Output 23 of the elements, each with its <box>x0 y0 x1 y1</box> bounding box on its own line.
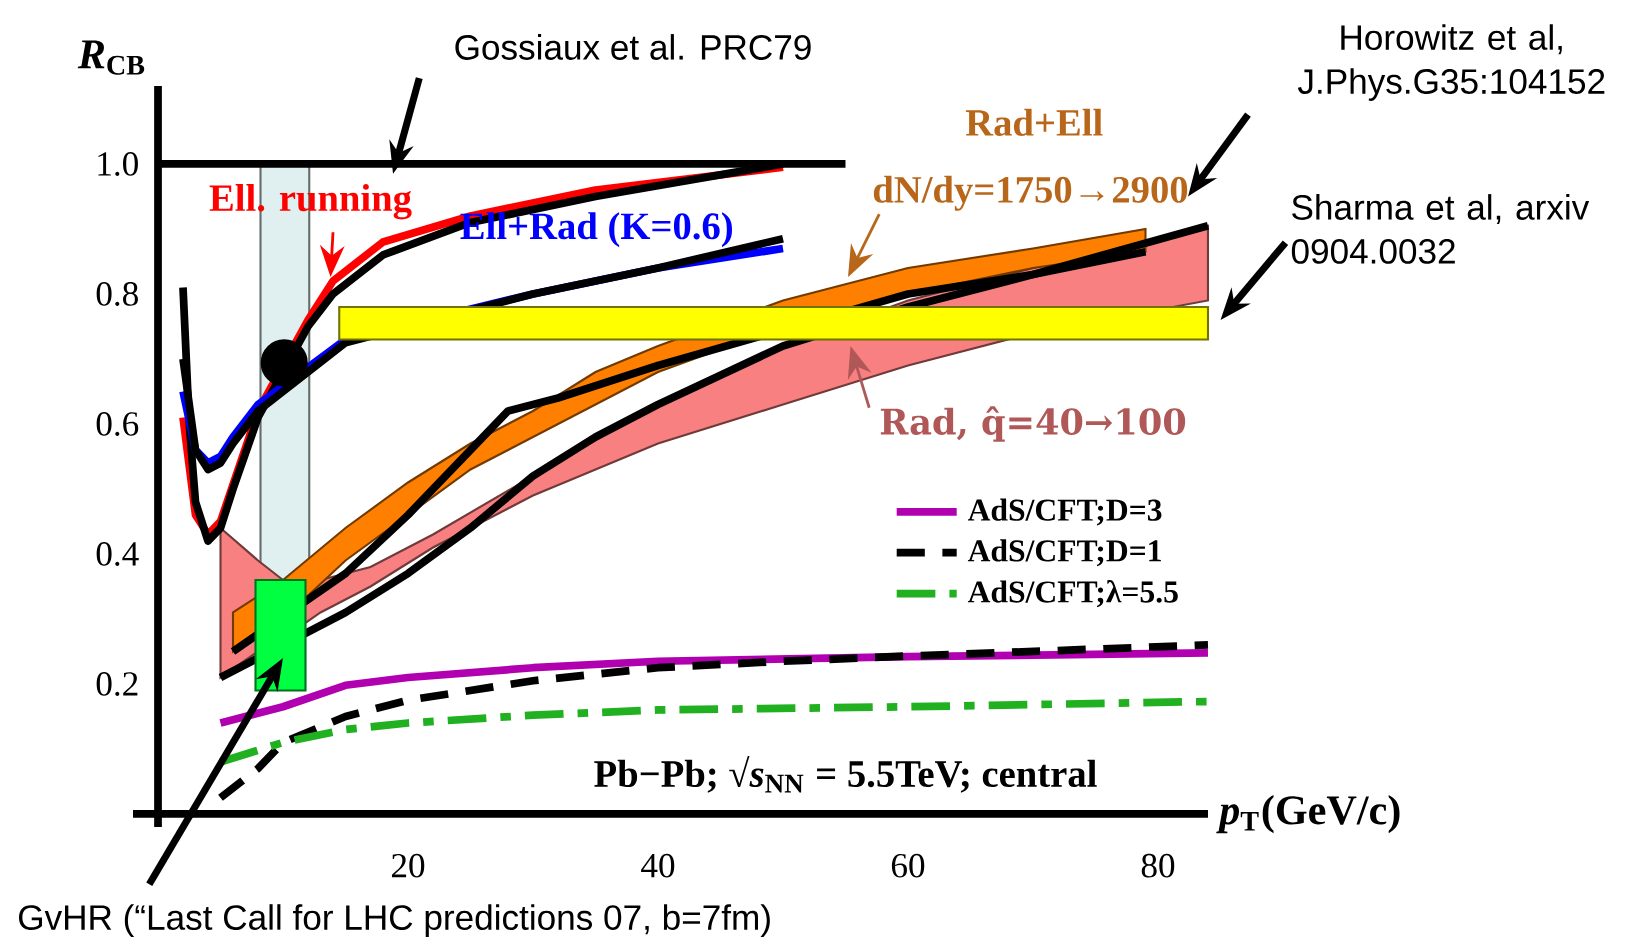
text: GvHR (“Last Call for LHC predictions 07, b=7fm) <box>18 904 770 937</box>
x-axis-title: p$_{T}$(GeV/c) <box>1216 794 1400 834</box>
y-tick-label: 0.2 <box>96 672 138 696</box>
y-tick-label: 0.4 <box>96 542 139 566</box>
y-tick-label: 0.6 <box>96 412 139 436</box>
legend-label: AdS/CFT;λ=5.5 <box>967 580 1178 608</box>
x-tick-label: 60 <box>891 853 925 878</box>
annotation: Ell+Rad (K=0.6) <box>460 212 732 248</box>
legend-label: AdS/CFT;D=3 <box>967 498 1162 526</box>
y-tick-label: 1.0 <box>98 152 138 176</box>
annotation: Rad, q̂=40→100 <box>880 406 1186 442</box>
text: Gossiaux et al. PRC79 <box>455 34 811 60</box>
y-axis-title: R$_{CB}$ <box>77 40 145 75</box>
annotation: Pb−Pb; √s$_{NN}$ = 5.5TeV; central <box>594 756 1097 793</box>
annotation: Rad+Ell <box>965 108 1103 136</box>
x-tick-label: 40 <box>641 853 675 878</box>
text: Sharma et al, arxiv 0904.0032 <box>1291 194 1590 264</box>
x-tick-label: 80 <box>1141 853 1175 878</box>
annotation: dN/dy=1750→2900 <box>873 175 1188 211</box>
text: Horowitz et al, J.Phys.G35:104152 <box>1297 24 1605 101</box>
x-tick-label: 20 <box>391 853 425 878</box>
legend-label: AdS/CFT;D=1 <box>967 539 1161 567</box>
y-tick-label: 0.8 <box>96 282 138 306</box>
